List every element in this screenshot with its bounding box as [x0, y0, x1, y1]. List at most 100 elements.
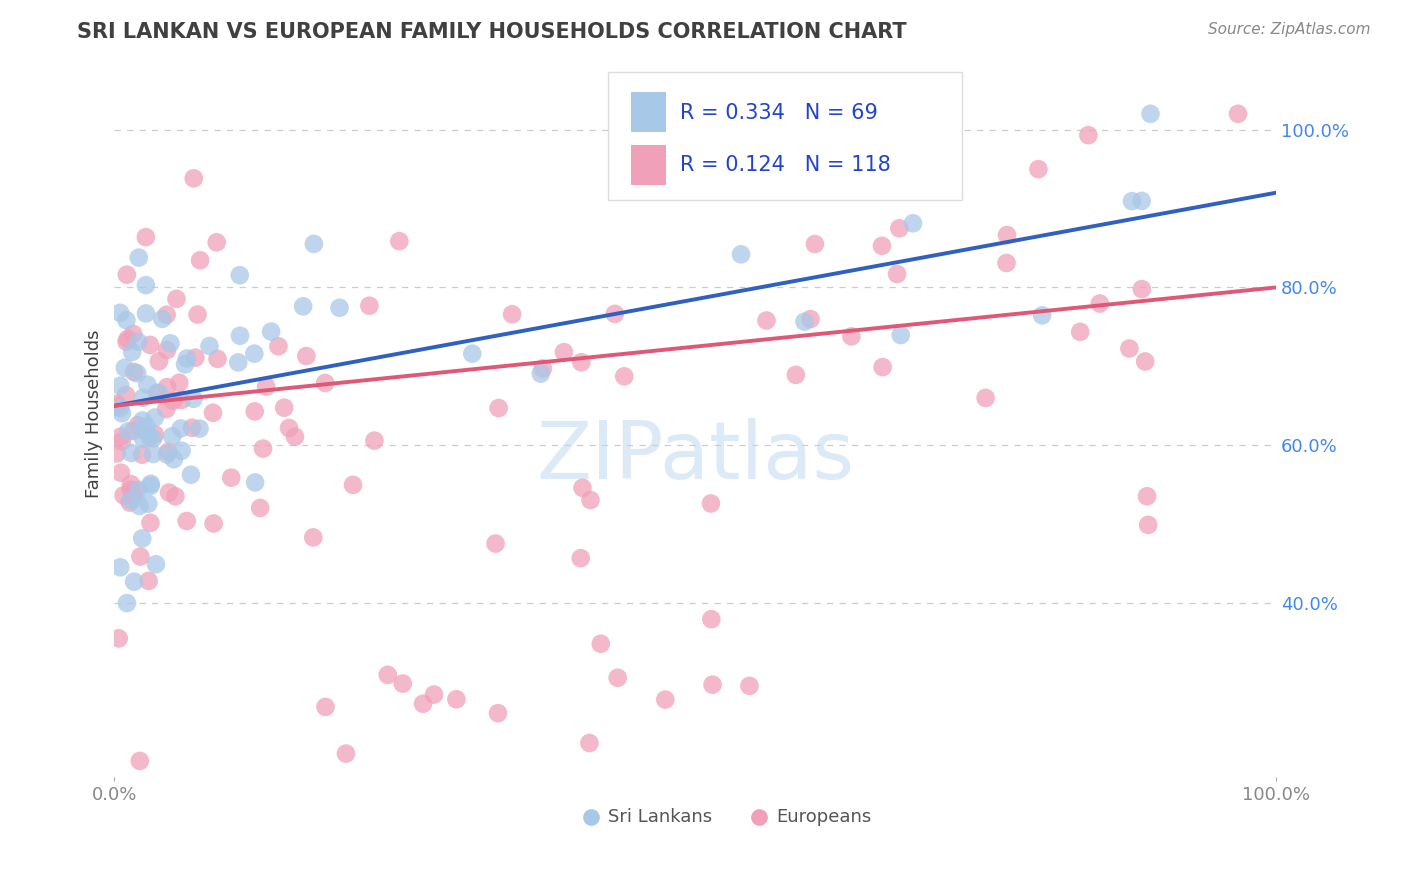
- Point: [243, 404, 266, 418]
- Point: [202, 516, 225, 531]
- Point: [110, 401, 132, 415]
- Point: [174, 357, 197, 371]
- Point: [886, 267, 908, 281]
- Point: [738, 679, 761, 693]
- Point: [111, 434, 134, 449]
- Point: [105, 397, 128, 411]
- Point: [176, 514, 198, 528]
- Point: [461, 346, 484, 360]
- Point: [105, 446, 128, 460]
- Point: [110, 378, 132, 392]
- Point: [700, 612, 723, 626]
- Point: [135, 306, 157, 320]
- Point: [1139, 107, 1161, 121]
- Point: [146, 385, 169, 400]
- Point: [267, 339, 290, 353]
- Point: [302, 236, 325, 251]
- Point: [243, 475, 266, 490]
- Point: [1088, 296, 1111, 310]
- Point: [252, 442, 274, 456]
- Point: [117, 332, 139, 346]
- Point: [388, 234, 411, 248]
- Point: [111, 406, 134, 420]
- Point: [122, 326, 145, 341]
- Point: [315, 700, 337, 714]
- Point: [115, 313, 138, 327]
- Point: [142, 447, 165, 461]
- Point: [359, 299, 381, 313]
- Point: [170, 421, 193, 435]
- Point: [125, 483, 148, 498]
- Point: [226, 355, 249, 369]
- Point: [188, 421, 211, 435]
- Point: [335, 747, 357, 761]
- Point: [157, 485, 180, 500]
- Point: [700, 496, 723, 510]
- Point: [145, 558, 167, 572]
- Point: [363, 434, 385, 448]
- Point: [132, 391, 155, 405]
- Point: [1130, 194, 1153, 208]
- Point: [128, 754, 150, 768]
- Text: Sri Lankans: Sri Lankans: [607, 807, 713, 826]
- Point: [138, 430, 160, 444]
- Point: [167, 376, 190, 390]
- Point: [128, 499, 150, 513]
- Point: [128, 483, 150, 497]
- Point: [118, 495, 141, 509]
- Point: [841, 329, 863, 343]
- Point: [995, 256, 1018, 270]
- Point: [110, 560, 132, 574]
- Point: [1077, 128, 1099, 143]
- Point: [170, 392, 193, 407]
- Point: [654, 692, 676, 706]
- Point: [143, 410, 166, 425]
- Point: [136, 497, 159, 511]
- Point: [201, 406, 224, 420]
- Point: [219, 471, 242, 485]
- Point: [606, 671, 628, 685]
- Point: [569, 355, 592, 369]
- Point: [501, 307, 523, 321]
- Point: [1031, 309, 1053, 323]
- Point: [127, 366, 149, 380]
- Point: [170, 443, 193, 458]
- Point: [120, 446, 142, 460]
- Text: Source: ZipAtlas.com: Source: ZipAtlas.com: [1208, 22, 1371, 37]
- Point: [249, 500, 271, 515]
- Text: ZIPatlas: ZIPatlas: [536, 418, 855, 496]
- Point: [183, 171, 205, 186]
- Point: [148, 386, 170, 401]
- Point: [105, 400, 128, 414]
- Point: [180, 467, 202, 482]
- Point: [131, 532, 153, 546]
- Point: [755, 313, 778, 327]
- Point: [115, 388, 138, 402]
- Point: [120, 493, 142, 508]
- Point: [127, 334, 149, 349]
- Text: R = 0.124   N = 118: R = 0.124 N = 118: [681, 155, 891, 176]
- Point: [166, 292, 188, 306]
- Point: [159, 336, 181, 351]
- Point: [530, 367, 553, 381]
- Point: [785, 368, 807, 382]
- Point: [484, 536, 506, 550]
- Point: [207, 351, 229, 366]
- Text: R = 0.334   N = 69: R = 0.334 N = 69: [681, 103, 877, 123]
- Point: [377, 668, 399, 682]
- Point: [603, 307, 626, 321]
- Point: [132, 432, 155, 446]
- Point: [115, 268, 138, 282]
- Point: [165, 489, 187, 503]
- Point: [1118, 342, 1140, 356]
- Point: [342, 478, 364, 492]
- Point: [553, 345, 575, 359]
- Point: [139, 479, 162, 493]
- Point: [302, 531, 325, 545]
- Point: [702, 678, 724, 692]
- Point: [1136, 489, 1159, 503]
- Point: [139, 516, 162, 530]
- Point: [423, 688, 446, 702]
- Point: [156, 308, 179, 322]
- Point: [578, 736, 600, 750]
